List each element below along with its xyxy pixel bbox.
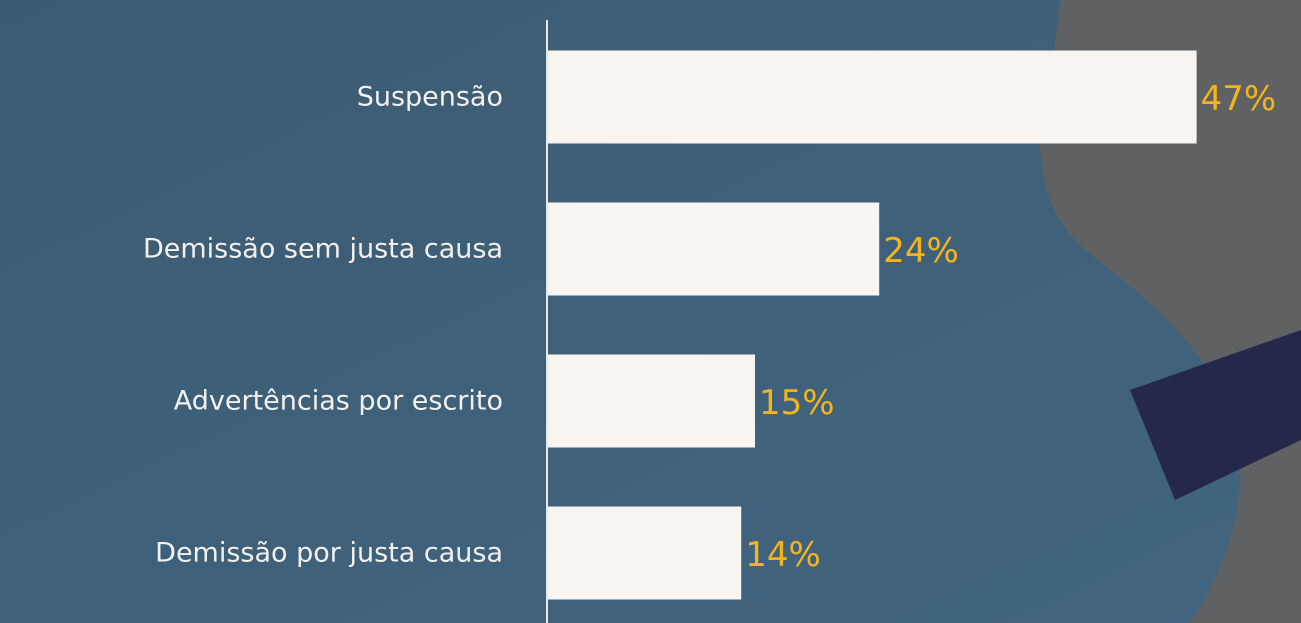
photo-figure xyxy=(1040,0,1301,623)
category-label: Demissão sem justa causa xyxy=(143,234,503,265)
value-label: 47% xyxy=(1201,79,1277,119)
bar xyxy=(548,50,1197,144)
photo-belt xyxy=(1130,330,1301,500)
value-label: 24% xyxy=(883,231,959,271)
bar xyxy=(548,354,755,448)
value-label: 14% xyxy=(745,535,821,575)
bar xyxy=(548,202,880,296)
category-label: Demissão por justa causa xyxy=(155,538,503,569)
bar xyxy=(548,506,742,600)
value-label: 15% xyxy=(759,383,835,423)
category-label: Advertências por escrito xyxy=(174,386,503,417)
category-label: Suspensão xyxy=(357,82,503,113)
